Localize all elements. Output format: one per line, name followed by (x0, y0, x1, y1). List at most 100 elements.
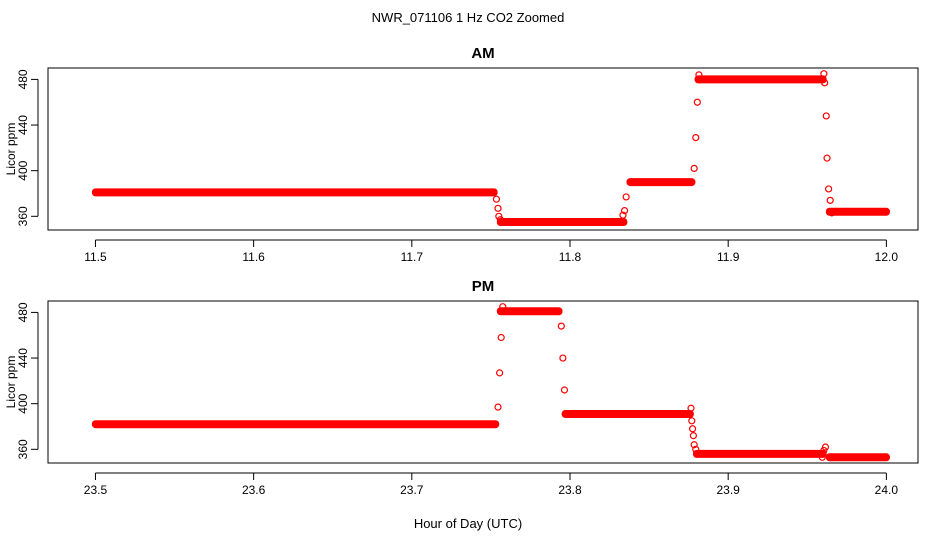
data-point-band (825, 207, 890, 216)
pm-plateau-4 (692, 449, 827, 458)
pm-data-points (91, 303, 890, 462)
am-panel-title: AM (471, 45, 494, 62)
data-point (557, 322, 565, 330)
data-point-band (825, 453, 890, 462)
data-point-band (694, 75, 827, 84)
data-point (496, 369, 504, 377)
data-point (820, 70, 828, 78)
am-y-tick-label: 440 (16, 115, 30, 135)
am-y-tick-label: 360 (16, 206, 30, 226)
pm-plot-frame (47, 300, 919, 464)
data-point (882, 208, 890, 216)
data-point (692, 445, 700, 453)
pm-plateau-5 (825, 453, 890, 462)
pm-plateau-3 (561, 409, 694, 418)
data-point (692, 450, 701, 458)
data-point (820, 446, 828, 455)
pm-panel: PM Licor ppm 23.5 23.6 23.7 23.8 23.9 24.0 360 40… (4, 278, 919, 497)
data-point (91, 188, 100, 196)
am-x-tick-label: 11.8 (559, 250, 582, 264)
data-point-band (693, 449, 827, 458)
data-point (620, 207, 629, 215)
pm-plateau-1 (91, 420, 500, 429)
data-point-band (626, 178, 696, 187)
x-axis-label: Hour of Day (UTC) (414, 516, 522, 531)
data-point-band (496, 218, 628, 227)
data-point (492, 195, 501, 203)
am-x-tick-label: 12.0 (875, 250, 899, 264)
pm-y-axis-label: Licor ppm (4, 356, 18, 409)
data-point (492, 420, 500, 428)
pm-x-tick-label: 24.0 (875, 483, 899, 497)
am-x-tick-label: 11.5 (84, 250, 107, 264)
data-point (497, 333, 505, 342)
pm-y-tick-label: 400 (16, 393, 30, 413)
data-point-band (91, 420, 500, 429)
pm-x-tick-label: 23.7 (400, 483, 424, 497)
pm-panel-title: PM (472, 278, 495, 295)
data-point (620, 218, 628, 226)
data-point (693, 98, 701, 106)
am-x-tick-label: 11.7 (401, 250, 424, 264)
data-point (818, 453, 826, 461)
am-x-tick-label: 11.9 (717, 250, 740, 264)
data-point (619, 211, 627, 219)
am-plateau-4 (694, 75, 827, 84)
am-plateau-2 (496, 218, 628, 227)
data-point (494, 204, 502, 212)
data-point (687, 404, 695, 412)
data-point (819, 450, 827, 458)
data-point (823, 154, 831, 162)
data-point (91, 420, 100, 428)
data-point (821, 443, 830, 451)
data-point (622, 193, 630, 201)
data-point (692, 133, 700, 142)
data-point-band (91, 188, 498, 197)
am-plateau-5 (825, 207, 890, 216)
pm-x-tick-label: 23.5 (84, 483, 108, 497)
data-point (882, 453, 890, 461)
data-point (560, 386, 569, 394)
am-panel: AM Licor ppm 11.5 11.6 11.7 11.8 11.9 12.0 360 40… (4, 45, 919, 264)
data-point (496, 216, 504, 224)
data-point (495, 212, 503, 220)
am-plot-frame (47, 67, 919, 231)
data-point (825, 185, 833, 193)
am-y-tick-label: 400 (16, 160, 30, 180)
data-point (690, 441, 698, 449)
pm-x-tick-label: 23.8 (558, 483, 582, 497)
figure-title: NWR_071106 1 Hz CO2 Zoomed (372, 10, 565, 25)
data-point (825, 453, 834, 461)
data-point (626, 178, 634, 186)
data-point-band (496, 307, 563, 316)
am-y-axis-label: Licor ppm (4, 123, 18, 176)
pm-y-tick-label: 440 (16, 348, 30, 368)
data-point (821, 79, 829, 87)
data-point (494, 403, 502, 411)
data-point (688, 425, 697, 433)
pm-y-tick-label: 480 (16, 302, 30, 322)
data-point (555, 307, 563, 315)
pm-plateau-2 (496, 307, 563, 316)
data-point (694, 75, 702, 84)
data-point-band (561, 409, 694, 418)
data-point (499, 303, 507, 311)
pm-y-tick-label: 360 (16, 439, 30, 459)
pm-x-tick-label: 23.6 (242, 483, 266, 497)
data-point (828, 209, 836, 217)
data-point (688, 178, 696, 186)
am-x-tick-label: 11.6 (242, 250, 265, 264)
data-point (561, 410, 569, 418)
am-plateau-1 (91, 188, 498, 197)
am-y-tick-label: 480 (16, 69, 30, 89)
am-data-points (91, 70, 890, 227)
am-plateau-3 (626, 178, 696, 187)
data-point (689, 432, 697, 440)
data-point (490, 188, 498, 196)
data-point (688, 417, 696, 425)
data-point (826, 196, 834, 204)
data-point (822, 112, 830, 120)
data-point (559, 354, 567, 362)
